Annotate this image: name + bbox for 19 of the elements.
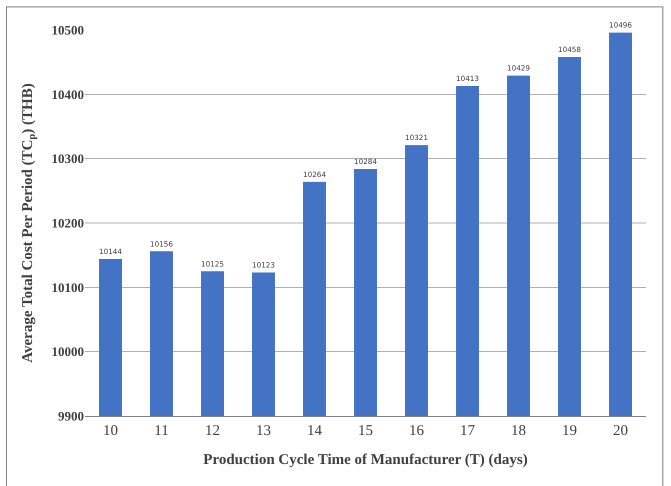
x-tick-label: 11 [154, 423, 169, 439]
x-axis-title: Production Cycle Time of Manufacturer (T) (days) [203, 452, 528, 468]
x-tick-label: 16 [409, 423, 424, 439]
y-tick-label: 10300 [52, 151, 84, 166]
x-tick-label: 13 [256, 423, 271, 439]
x-tick-label: 15 [358, 423, 373, 439]
y-tick-label: 10500 [52, 22, 84, 38]
y-tick-label: 10100 [52, 280, 84, 295]
x-tick-label: 14 [307, 423, 322, 439]
x-tick-label: 20 [613, 423, 628, 439]
y-tick-label: 10000 [52, 344, 84, 360]
x-tick-label: 18 [511, 423, 526, 439]
y-tick-label: 10400 [52, 86, 84, 102]
x-tick-label: 19 [562, 423, 577, 439]
y-tick-label: 10200 [52, 216, 84, 231]
x-tick-label: 10 [103, 423, 118, 439]
x-tick-label: 12 [205, 423, 220, 439]
y-tick-label: 9900 [58, 408, 84, 424]
x-tick-label: 17 [460, 423, 476, 439]
